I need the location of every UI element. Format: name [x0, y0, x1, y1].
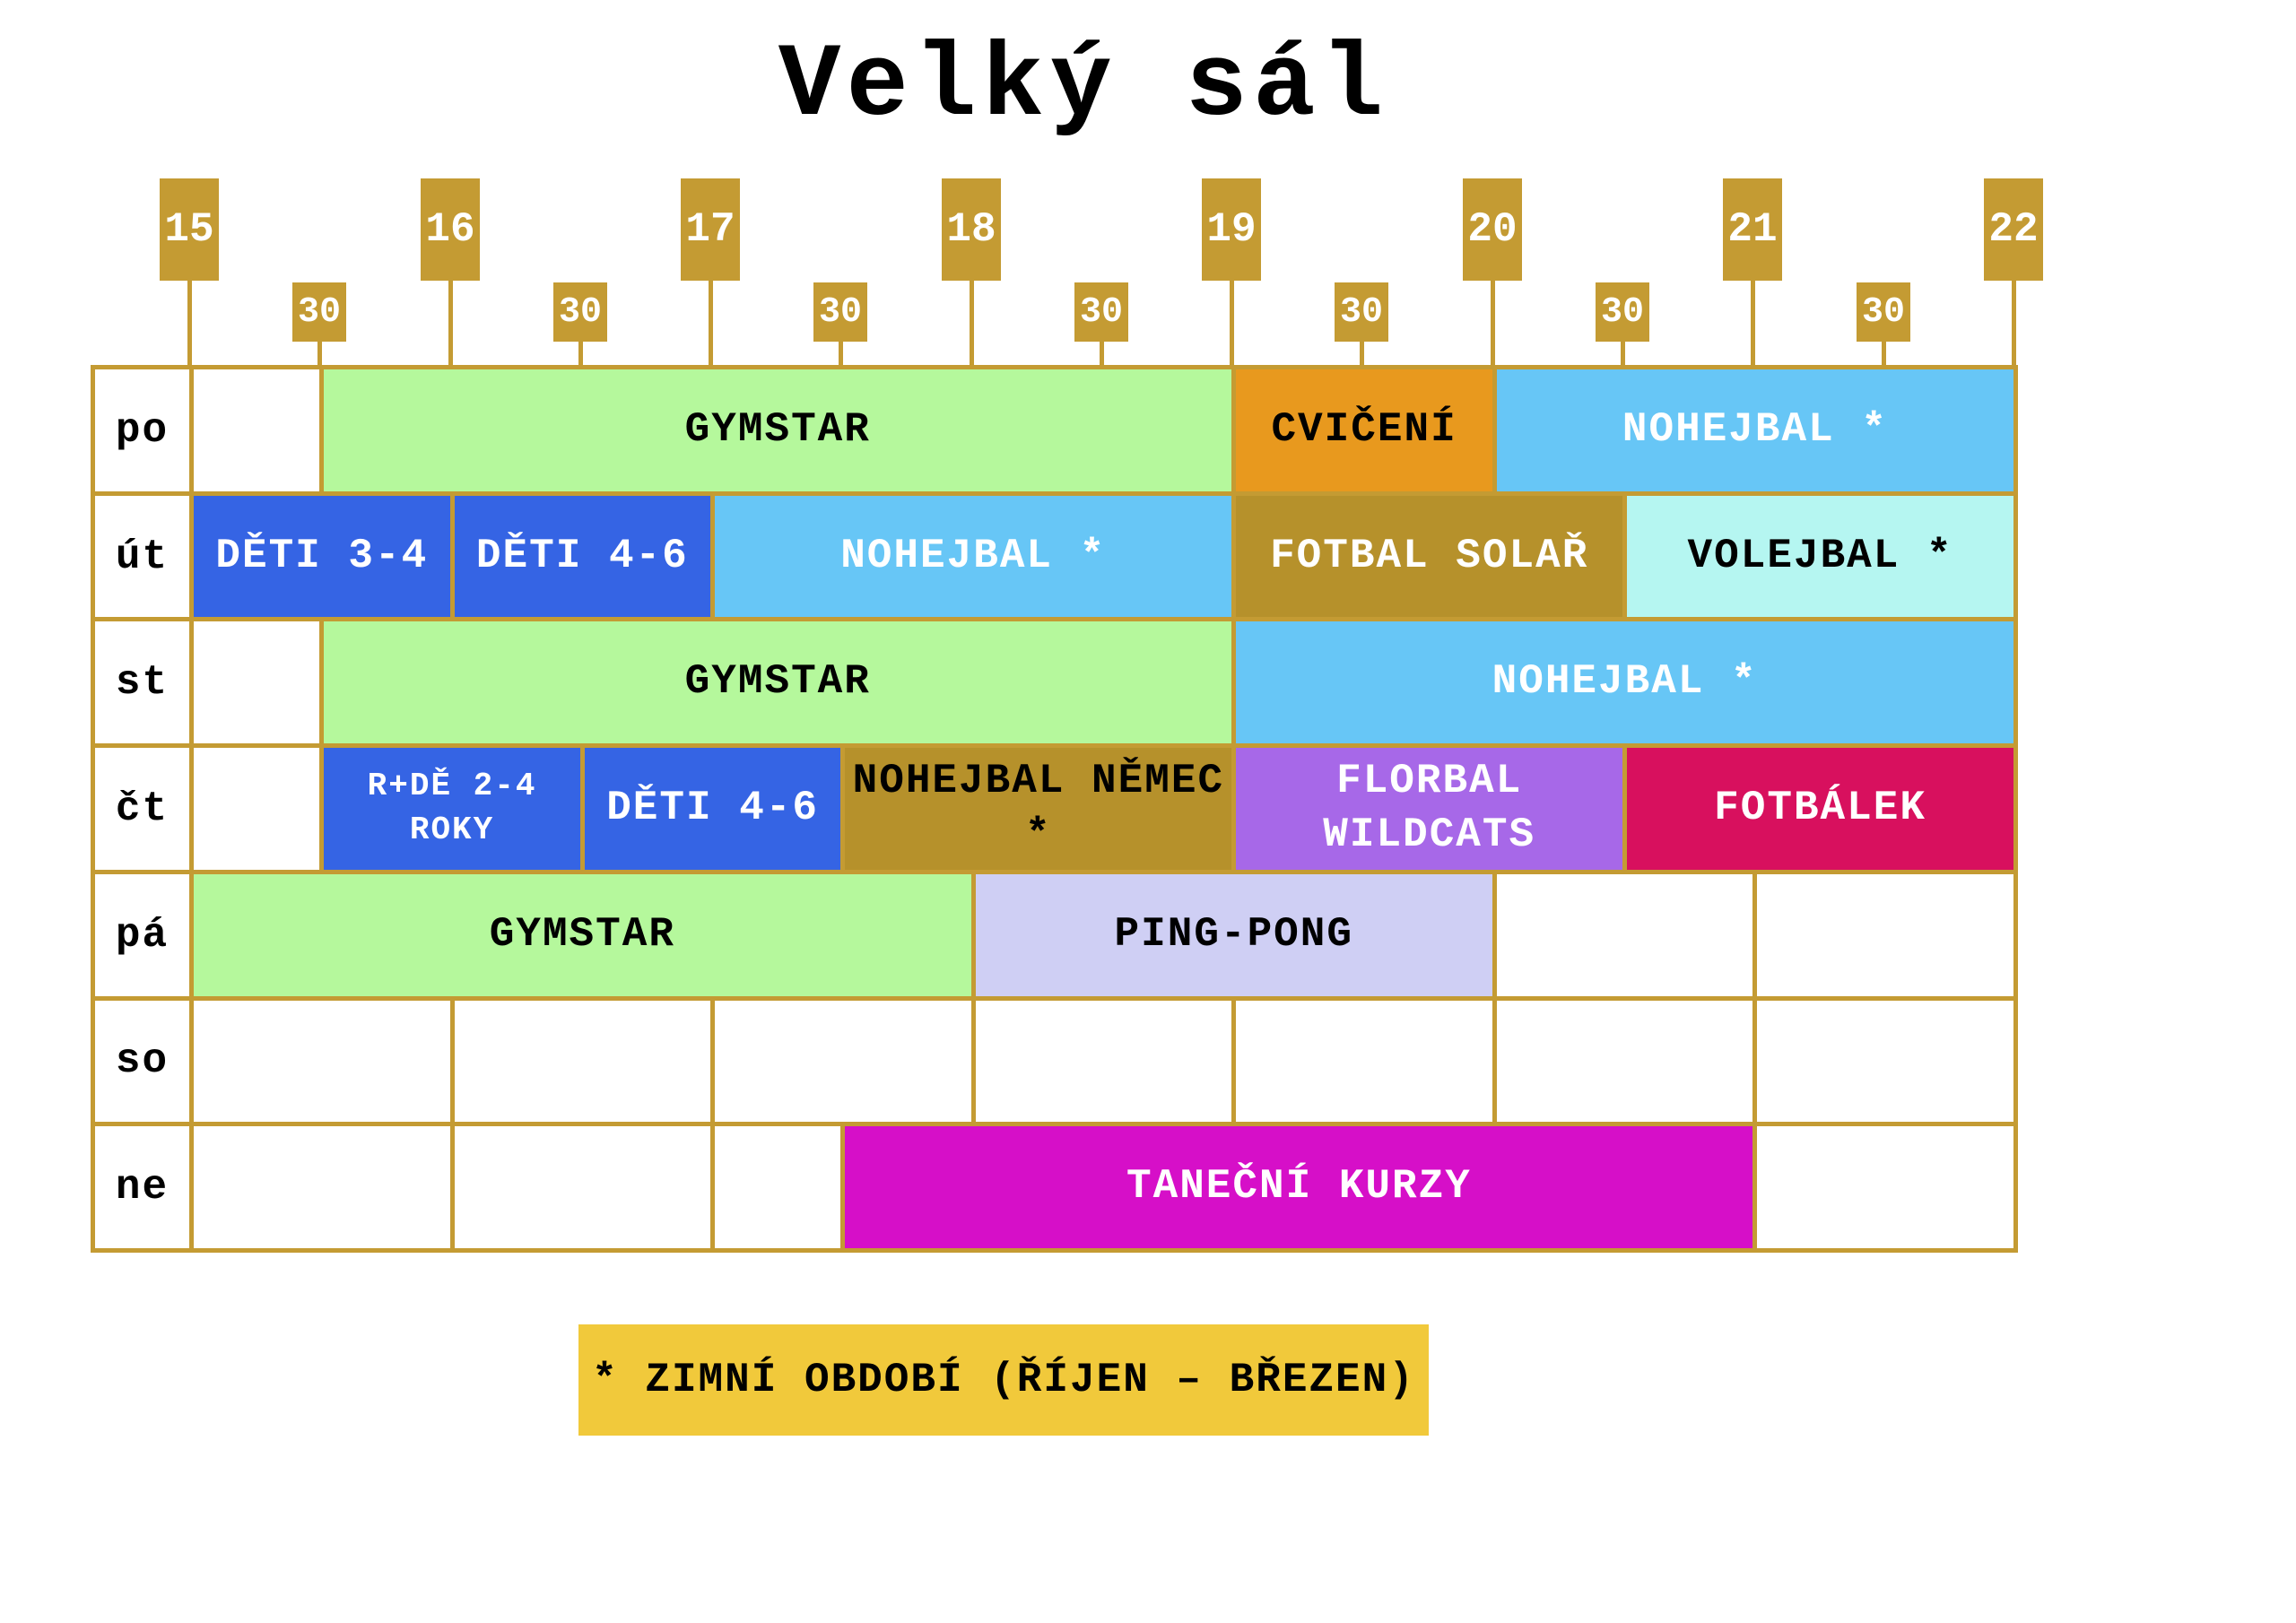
winter-season-note: * ZIMNÍ OBDOBÍ (ŘÍJEN – BŘEZEN) [578, 1324, 1429, 1436]
event-block-deti-4-6-ct: DĚTI 4-6 [584, 748, 841, 870]
hour-label-21: 21 [1723, 178, 1782, 281]
half-hour-label: 30 [813, 282, 867, 342]
empty-slot [454, 1000, 711, 1123]
event-label: FOTBAL SOLAŘ [1270, 532, 1589, 579]
event-block-fotbalek: FOTBÁLEK [1627, 748, 2013, 870]
event-label: TANEČNÍ KURZY [1126, 1163, 1472, 1211]
half-hour-label: 30 [1335, 282, 1388, 342]
empty-slot [194, 369, 320, 491]
tick-line [839, 342, 843, 366]
tick-line [1621, 342, 1625, 366]
tick-line [1230, 281, 1234, 366]
empty-slot [1757, 1000, 2013, 1123]
day-label-st: st [95, 621, 189, 744]
event-label: NOHEJBAL NĚMEC [852, 758, 1225, 805]
tick-line [1360, 342, 1364, 366]
empty-slot [1496, 1000, 1753, 1123]
event-block-deti-3-4: DĚTI 3-4 [194, 495, 450, 618]
event-block-deti-4-6-ut: DĚTI 4-6 [454, 495, 711, 618]
hour-label-15: 15 [160, 178, 219, 281]
tick-line [578, 342, 583, 366]
event-label: * [1025, 811, 1052, 858]
event-label: GYMSTAR [684, 405, 871, 453]
hour-label-17: 17 [681, 178, 740, 281]
half-hour-label: 30 [553, 282, 607, 342]
half-hour-label: 30 [1074, 282, 1128, 342]
tick-line [1100, 342, 1104, 366]
event-label: CVIČENÍ [1271, 405, 1457, 453]
event-block-gymstar-st: GYMSTAR [324, 621, 1232, 744]
hour-label-16: 16 [421, 178, 480, 281]
event-block-r-de-2-4-roky: R+DĚ 2-4 ROKY [324, 748, 580, 870]
empty-slot [975, 1000, 1232, 1123]
empty-slot [194, 748, 320, 870]
event-block-nohejbal-ut: NOHEJBAL * [715, 495, 1232, 618]
day-label-po: po [95, 369, 189, 491]
event-block-tanecni-kurzy: TANEČNÍ KURZY [845, 1126, 1753, 1248]
event-label: DĚTI 3-4 [215, 532, 429, 579]
event-block-ping-pong: PING-PONG [975, 873, 1492, 996]
event-label: NOHEJBAL * [1622, 405, 1888, 453]
event-block-cviceni: CVIČENÍ [1236, 369, 1492, 491]
empty-slot [194, 1000, 450, 1123]
event-block-volejbal: VOLEJBAL * [1627, 495, 2013, 618]
event-label: PING-PONG [1114, 910, 1353, 958]
hour-label-20: 20 [1463, 178, 1522, 281]
half-hour-label: 30 [1857, 282, 1910, 342]
day-label-so: so [95, 1000, 189, 1123]
page-title: Velký sál [778, 27, 1389, 145]
event-block-nohejbal-po: NOHEJBAL * [1496, 369, 2013, 491]
day-label-ut: út [95, 495, 189, 618]
event-block-gymstar-pa: GYMSTAR [194, 873, 971, 996]
event-block-nohejbal-st: NOHEJBAL * [1236, 621, 2013, 744]
tick-line [1882, 342, 1886, 366]
day-label-ne: ne [95, 1126, 189, 1248]
tick-line [2012, 281, 2016, 366]
event-label: WILDCATS [1323, 811, 1536, 858]
tick-line [448, 281, 453, 366]
event-label: DĚTI 4-6 [606, 785, 820, 832]
half-hour-label: 30 [1596, 282, 1649, 342]
empty-slot [1496, 873, 1753, 996]
event-label: NOHEJBAL * [1492, 658, 1758, 706]
day-label-ct: čt [95, 748, 189, 870]
hour-label-18: 18 [942, 178, 1001, 281]
event-label: DĚTI 4-6 [475, 532, 689, 579]
event-block-fotbal-solar: FOTBAL SOLAŘ [1236, 495, 1623, 618]
half-hour-label: 30 [292, 282, 346, 342]
empty-slot [715, 1126, 841, 1248]
tick-line [970, 281, 974, 366]
event-label: GYMSTAR [684, 658, 871, 706]
empty-slot [1236, 1000, 1492, 1123]
event-label: NOHEJBAL * [840, 532, 1107, 579]
tick-line [709, 281, 713, 366]
empty-slot [715, 1000, 971, 1123]
event-block-florbal-wildcats: FLORBAL WILDCATS [1236, 748, 1623, 870]
empty-slot [194, 1126, 450, 1248]
schedule-grid: po GYMSTAR CVIČENÍ NOHEJBAL * út DĚTI 3-… [91, 365, 2018, 1253]
empty-slot [1757, 1126, 2013, 1248]
tick-line [187, 281, 192, 366]
event-label: VOLEJBAL * [1687, 532, 1953, 579]
event-label: FOTBÁLEK [1714, 785, 1926, 832]
day-label-pa: pá [95, 873, 189, 996]
tick-line [1491, 281, 1495, 366]
tick-line [1751, 281, 1755, 366]
event-block-gymstar-po: GYMSTAR [324, 369, 1232, 491]
empty-slot [454, 1126, 711, 1248]
event-label: R+DĚ 2-4 [367, 768, 537, 805]
event-block-nohejbal-nemec: NOHEJBAL NĚMEC * [845, 748, 1232, 870]
empty-slot [1757, 873, 2013, 996]
hour-label-22: 22 [1984, 178, 2043, 281]
event-label: ROKY [409, 811, 495, 848]
empty-slot [194, 621, 320, 744]
event-label: FLORBAL [1336, 758, 1523, 805]
tick-line [317, 342, 322, 366]
hour-label-19: 19 [1202, 178, 1261, 281]
event-label: GYMSTAR [489, 910, 675, 958]
